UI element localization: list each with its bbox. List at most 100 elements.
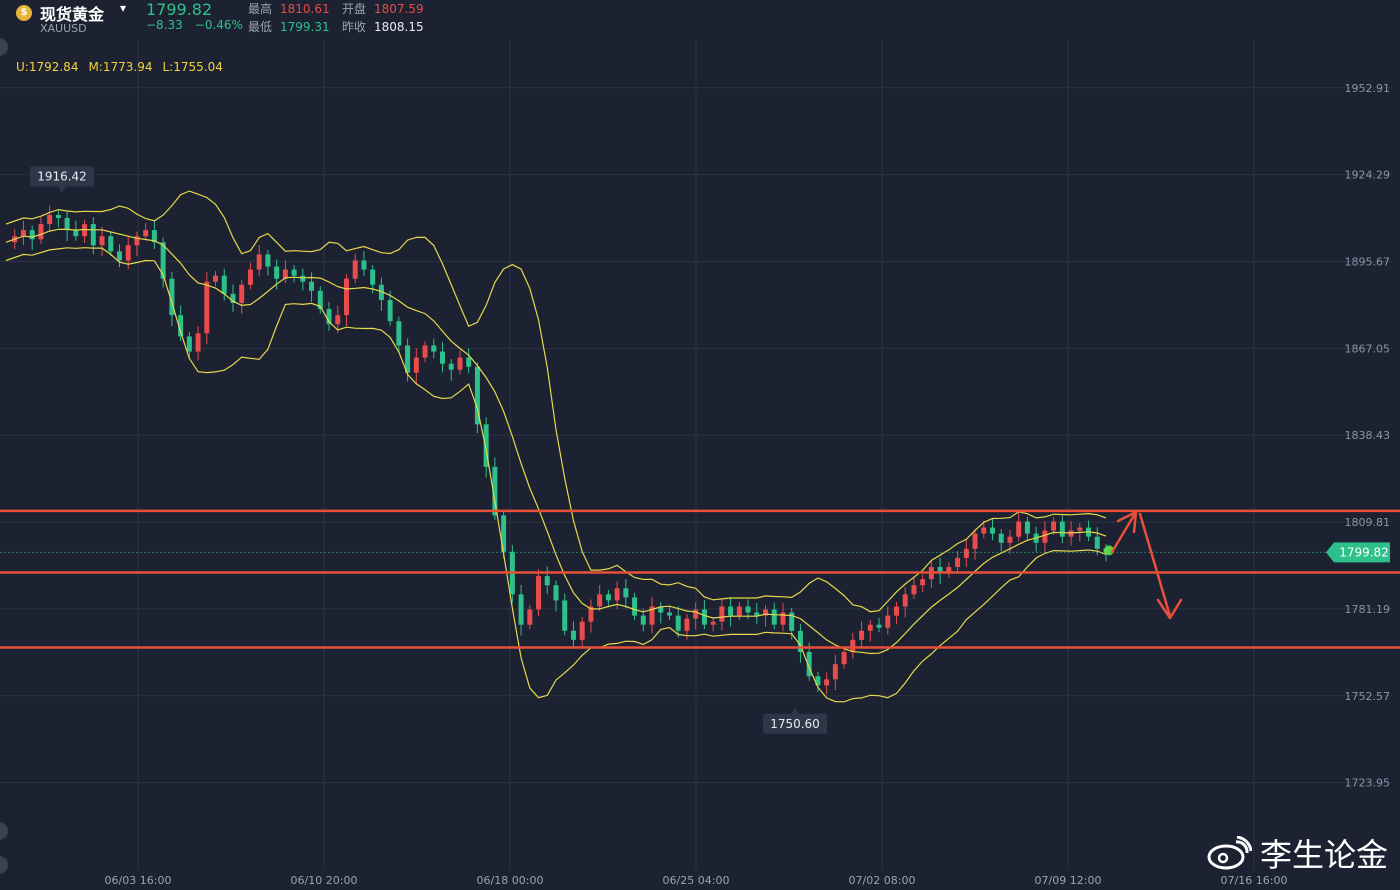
candle-body-84 xyxy=(736,606,742,616)
candle-body-68 xyxy=(597,594,603,607)
side-handle-middle[interactable] xyxy=(0,822,8,840)
candle-body-77 xyxy=(675,615,681,631)
candle-body-43 xyxy=(378,284,384,300)
candle-body-117 xyxy=(1024,521,1030,534)
candle-body-92 xyxy=(806,652,812,677)
candle-body-88 xyxy=(771,609,777,625)
candle-body-6 xyxy=(55,214,61,218)
y-tick-label-6: 1781.19 xyxy=(1345,603,1391,616)
candle-body-53 xyxy=(466,357,472,367)
candle-body-12 xyxy=(108,236,114,252)
candle-body-85 xyxy=(745,606,751,613)
candle-body-121 xyxy=(1059,521,1065,537)
candle-body-102 xyxy=(893,606,899,616)
candle-body-78 xyxy=(684,618,690,631)
weibo-icon xyxy=(1207,836,1252,870)
candle-body-60 xyxy=(527,609,533,625)
stat-high-label: 最高 xyxy=(248,2,273,16)
candle-body-46 xyxy=(405,345,411,373)
candle-body-57 xyxy=(501,515,507,552)
bollinger-lower-line xyxy=(5,247,1107,703)
candle-body-114 xyxy=(998,533,1004,543)
candle-body-63 xyxy=(553,585,559,601)
candle-body-19 xyxy=(169,278,175,316)
candle-body-7 xyxy=(64,217,70,231)
bollinger-middle: M:1773.94 xyxy=(88,60,153,74)
low-marker-text: 1750.60 xyxy=(770,717,820,731)
candle-body-15 xyxy=(134,236,140,246)
candle-body-54 xyxy=(474,366,480,425)
stat-low: 最低 1799.31 xyxy=(248,18,330,35)
candle-body-82 xyxy=(719,606,725,622)
candle-body-87 xyxy=(763,609,769,616)
candle-body-41 xyxy=(361,260,367,270)
candle-body-115 xyxy=(1007,536,1013,543)
y-tick-label-7: 1752.57 xyxy=(1345,690,1391,703)
candle-body-9 xyxy=(82,224,88,237)
candle-body-22 xyxy=(195,333,201,352)
candle-body-101 xyxy=(885,615,891,628)
candle-body-76 xyxy=(666,612,672,616)
candle-body-10 xyxy=(90,224,96,246)
candle-body-26 xyxy=(230,293,236,303)
candle-body-113 xyxy=(990,527,996,534)
candle-body-104 xyxy=(911,585,917,595)
y-tick-label-4: 1838.43 xyxy=(1345,429,1391,442)
candle-body-107 xyxy=(937,567,943,574)
candle-body-52 xyxy=(457,357,463,370)
candle-body-89 xyxy=(780,612,786,625)
candle-body-103 xyxy=(902,594,908,607)
stat-open: 开盘 1807.59 xyxy=(342,0,424,17)
candle-body-4 xyxy=(38,224,44,240)
candle-body-42 xyxy=(370,269,376,285)
candle-body-17 xyxy=(151,230,157,243)
high-marker-text: 1916.42 xyxy=(37,170,87,184)
chevron-down-icon[interactable]: ▾ xyxy=(120,1,127,15)
quote-header: $ 现货黄金 ▾ XAUUSD 1799.82 −8.33 −0.46% 最高 18… xyxy=(0,0,470,62)
candle-body-14 xyxy=(125,245,131,261)
candle-body-32 xyxy=(282,269,288,279)
candle-body-18 xyxy=(160,242,166,279)
candle-body-35 xyxy=(309,281,315,291)
candle-body-48 xyxy=(422,345,428,358)
candle-body-37 xyxy=(326,309,332,325)
stat-high-value: 1810.61 xyxy=(280,2,330,16)
x-tick-label-4: 07/02 08:00 xyxy=(849,874,916,887)
candle-body-30 xyxy=(265,254,271,267)
candle-body-69 xyxy=(605,594,611,601)
candle-body-20 xyxy=(178,315,184,337)
symbol-name[interactable]: 现货黄金 xyxy=(40,5,105,24)
stat-prev-close: 昨收 1808.15 xyxy=(342,18,424,35)
candle-body-70 xyxy=(614,588,620,601)
side-handle-top[interactable] xyxy=(0,38,8,56)
side-handle-bottom[interactable] xyxy=(0,856,8,874)
candle-body-108 xyxy=(946,567,952,574)
candle-body-13 xyxy=(116,251,122,261)
candle-body-112 xyxy=(981,527,987,534)
candle-body-29 xyxy=(256,254,262,270)
candle-body-120 xyxy=(1051,521,1057,531)
candle-body-36 xyxy=(317,290,323,310)
stat-high: 最高 1810.61 xyxy=(248,0,330,17)
candle-body-3 xyxy=(29,230,35,240)
candle-body-72 xyxy=(632,597,638,616)
forecast-arrow-down-head xyxy=(1156,598,1183,620)
candle-body-75 xyxy=(658,606,664,613)
candle-body-116 xyxy=(1016,521,1022,537)
candle-body-125 xyxy=(1094,536,1100,549)
candle-body-86 xyxy=(754,612,760,616)
candle-body-47 xyxy=(413,357,419,373)
candle-body-109 xyxy=(955,557,961,568)
candle-body-56 xyxy=(492,466,498,516)
bollinger-lower: L:1755.04 xyxy=(162,60,223,74)
low-marker-bg xyxy=(763,713,827,734)
candle-body-73 xyxy=(640,615,646,625)
candle-body-65 xyxy=(570,630,576,640)
stat-low-value: 1799.31 xyxy=(280,20,330,34)
candle-body-94 xyxy=(824,679,830,686)
high-marker-bg xyxy=(30,166,94,187)
candle-body-28 xyxy=(247,269,253,285)
candle-body-80 xyxy=(701,609,707,625)
